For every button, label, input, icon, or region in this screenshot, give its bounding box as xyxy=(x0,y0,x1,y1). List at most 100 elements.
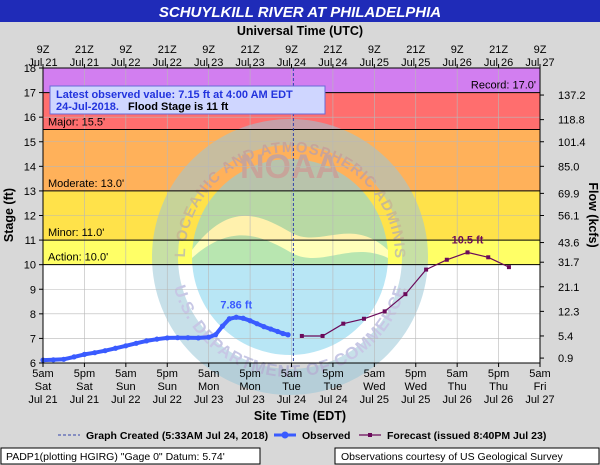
x-tick-date: Jul 26 xyxy=(442,394,471,406)
x-tick-day: Sun xyxy=(157,381,177,393)
top-tick-date: Jul 26 xyxy=(442,57,471,69)
chart-title: SCHUYLKILL RIVER AT PHILADELPHIA xyxy=(159,4,441,21)
top-tick-hour: 21Z xyxy=(489,44,508,56)
x-tick-day: Fri xyxy=(534,381,547,393)
top-tick-date: Jul 24 xyxy=(277,57,306,69)
x-tick-day: Mon xyxy=(239,381,260,393)
latest-observed-box: Latest observed value: 7.15 ft at 4:00 A… xyxy=(49,85,326,115)
x-tick-date: Jul 25 xyxy=(401,394,430,406)
observed-point xyxy=(261,324,267,330)
latest-box-flood-stage: Flood Stage is 11 ft xyxy=(128,101,229,113)
observed-point xyxy=(247,318,253,324)
x-tick-date: Jul 27 xyxy=(525,394,554,406)
y-tick-label: 7 xyxy=(30,333,36,345)
observed-point xyxy=(185,335,191,341)
flow-tick-label: 12.3 xyxy=(558,306,579,318)
x-tick-hour: 5pm xyxy=(74,368,95,380)
y-tick-label: 12 xyxy=(24,211,36,223)
forecast-point xyxy=(424,267,429,272)
y-tick-label: 6 xyxy=(30,358,36,370)
top-tick-hour: 9Z xyxy=(451,44,464,56)
forecast-point xyxy=(341,321,346,326)
x-tick-date: Jul 24 xyxy=(277,394,306,406)
x-tick-hour: 5pm xyxy=(488,368,509,380)
x-tick-hour: 5am xyxy=(364,368,385,380)
x-tick-day: Thu xyxy=(448,381,467,393)
footer-credit-text: Observations courtesy of US Geological S… xyxy=(341,451,564,463)
forecast-point xyxy=(361,316,366,321)
observed-point xyxy=(219,323,226,329)
x-tick-date: Jul 21 xyxy=(70,394,99,406)
noaa-logo-text: NOAA xyxy=(240,148,340,186)
top-tick-date: Jul 22 xyxy=(153,57,182,69)
legend: Graph Created (5:33AM Jul 24, 2018) Obse… xyxy=(58,430,546,442)
threshold-lines: Record: 17.0' Major: 15.5' Moderate: 13.0'… xyxy=(43,80,540,266)
latest-box-line1: Latest observed value: 7.15 ft at 4:00 A… xyxy=(56,89,293,101)
y-tick-label: 10 xyxy=(24,260,36,272)
top-tick-date: Jul 23 xyxy=(194,57,223,69)
observed-point xyxy=(240,315,246,321)
y2-axis-label: Flow (kcfs) xyxy=(586,182,600,247)
top-tick-date: Jul 22 xyxy=(111,57,140,69)
forecast-point xyxy=(299,333,304,338)
x-tick-hour: 5am xyxy=(115,368,136,380)
forecast-point xyxy=(486,255,491,260)
x-tick-hour: 5am xyxy=(281,368,302,380)
observed-point xyxy=(254,321,260,327)
x-tick-hour: 5am xyxy=(32,368,53,380)
top-tick-hour: 9Z xyxy=(37,44,50,56)
x-tick-hour: 5am xyxy=(446,368,467,380)
x-tick-date: Jul 21 xyxy=(28,394,57,406)
top-tick-date: Jul 26 xyxy=(484,57,513,69)
observed-point xyxy=(206,334,212,340)
observed-peak-label: 7.86 ft xyxy=(220,299,252,311)
top-tick-date: Jul 25 xyxy=(360,57,389,69)
observed-point xyxy=(92,350,98,356)
y-tick-label: 17 xyxy=(24,88,36,100)
top-tick-date: Jul 25 xyxy=(401,57,430,69)
legend-observed-marker xyxy=(281,431,289,439)
flow-tick-label: 85.0 xyxy=(558,161,579,173)
forecast-point xyxy=(403,292,408,297)
observed-point xyxy=(268,326,274,332)
observed-point xyxy=(154,336,160,342)
x-tick-day: Sun xyxy=(116,381,136,393)
flow-tick-label: 0.9 xyxy=(558,353,573,365)
top-tick-date: Jul 21 xyxy=(70,57,99,69)
observed-point xyxy=(233,314,239,320)
forecast-point xyxy=(320,333,325,338)
x-tick-day: Wed xyxy=(405,381,427,393)
legend-observed-label: Observed xyxy=(302,430,350,442)
flow-tick-label: 21.1 xyxy=(558,282,579,294)
forecast-point xyxy=(465,250,470,255)
noaa-disc xyxy=(192,159,388,355)
left-axis: 6 7 8 9 10 11 12 13 14 15 16 17 18 xyxy=(24,63,43,370)
observed-point xyxy=(226,316,232,322)
series-layer: 7.86 ft 10.5 ft xyxy=(40,234,511,363)
observed-point xyxy=(285,332,291,338)
observed-point xyxy=(275,328,281,335)
x-tick-hour: 5pm xyxy=(322,368,343,380)
x-tick-date: Jul 25 xyxy=(360,394,389,406)
flow-tick-label: 43.6 xyxy=(558,238,579,250)
top-tick-hour: 9Z xyxy=(368,44,381,56)
top-tick-hour: 9Z xyxy=(202,44,215,56)
x-tick-day: Sat xyxy=(35,381,52,393)
footer-datum-text: PADP1(plotting HGIRG) "Gage 0" Datum: 5.… xyxy=(6,451,225,463)
observed-point xyxy=(133,340,139,346)
y-tick-label: 9 xyxy=(30,284,36,296)
latest-box-frame xyxy=(49,85,326,115)
y-tick-label: 13 xyxy=(24,186,36,198)
observed-point xyxy=(71,354,77,360)
observed-point xyxy=(143,338,150,344)
observed-point xyxy=(61,356,67,362)
x-tick-hour: 5am xyxy=(529,368,550,380)
top-tick-hour: 9Z xyxy=(119,44,132,56)
observed-point xyxy=(280,330,286,337)
flow-tick-label: 5.4 xyxy=(558,331,573,343)
observed-point xyxy=(81,351,88,357)
flow-tick-label: 137.2 xyxy=(558,90,586,102)
